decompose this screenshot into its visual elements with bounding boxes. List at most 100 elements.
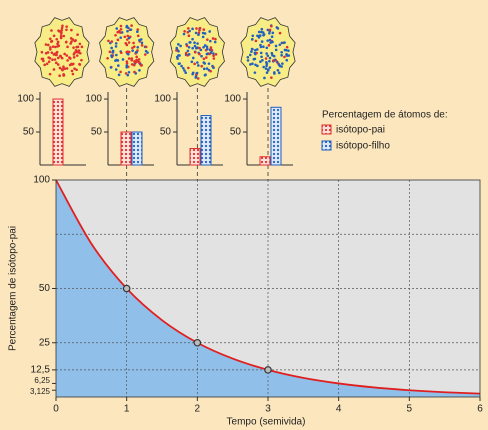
atom (207, 62, 211, 65)
atom (127, 36, 131, 40)
atom (191, 71, 195, 75)
x-axis-label: Tempo (semivida) (227, 417, 306, 428)
atom (266, 28, 270, 32)
atom (182, 66, 185, 70)
atom (214, 37, 217, 41)
atom (206, 47, 209, 51)
atom (119, 36, 123, 39)
atom (43, 63, 46, 67)
atom (271, 31, 275, 35)
atom (40, 57, 44, 61)
atom (257, 30, 261, 34)
atom (280, 50, 283, 54)
mini-tick-label: 100 (17, 94, 34, 105)
mini-tick-label: 50 (230, 127, 242, 138)
legend-label: isótopo-pai (336, 125, 385, 136)
y-tick-label: 6,25 (34, 376, 50, 385)
atom (132, 45, 136, 48)
y-tick-label: 50 (39, 283, 51, 294)
atom (80, 58, 83, 62)
atom (72, 62, 75, 66)
atom (246, 55, 250, 59)
atom (264, 57, 268, 60)
atom (56, 45, 59, 48)
atom (202, 57, 206, 61)
atom (136, 30, 139, 34)
atom (138, 38, 141, 42)
atom (58, 74, 61, 77)
atom (262, 65, 265, 69)
atom (274, 48, 278, 52)
atom (78, 63, 82, 66)
atom (202, 45, 205, 49)
atom (256, 64, 259, 68)
atom (212, 52, 215, 55)
atom (131, 46, 134, 50)
atom (264, 67, 268, 70)
atom (136, 45, 140, 49)
atom (119, 24, 123, 28)
atom (208, 52, 211, 56)
atom (257, 36, 261, 39)
atom (110, 40, 114, 43)
atom (187, 45, 191, 49)
bar (131, 131, 143, 166)
atom (53, 58, 57, 61)
atom (267, 68, 270, 71)
atom (50, 51, 54, 54)
atom (195, 27, 198, 30)
atom (265, 52, 268, 55)
atom (140, 64, 143, 67)
atom (285, 58, 289, 62)
atom (209, 46, 213, 49)
atom (268, 38, 272, 42)
legend-swatch (321, 140, 332, 151)
atom (140, 44, 144, 47)
atom (285, 45, 289, 49)
atom (278, 31, 282, 35)
atom (254, 39, 258, 43)
atom (114, 59, 117, 62)
atom (253, 51, 257, 55)
atom (186, 30, 190, 34)
atom (250, 47, 254, 51)
atom (191, 27, 194, 31)
atom (111, 49, 115, 53)
atom (268, 28, 272, 32)
atom (212, 66, 215, 69)
atom (260, 27, 264, 31)
atom (273, 71, 276, 74)
atom (186, 49, 190, 53)
atom (59, 34, 63, 38)
atom (266, 54, 270, 58)
legend-swatch (321, 124, 332, 135)
atom (269, 41, 272, 44)
atom (201, 35, 205, 39)
atom (278, 64, 282, 68)
atom (119, 31, 122, 34)
atom (58, 30, 61, 33)
point (122, 284, 131, 293)
atom (55, 37, 59, 41)
atom (62, 67, 66, 71)
atom (72, 55, 76, 59)
mini-tick-label: 50 (160, 127, 172, 138)
atom (277, 71, 281, 75)
atom (133, 61, 137, 64)
y-tick-label: 100 (33, 175, 50, 186)
atom (117, 64, 120, 67)
atom (252, 57, 256, 61)
atom (73, 51, 76, 55)
atom (275, 26, 279, 29)
atom (197, 33, 200, 37)
atom (76, 33, 79, 36)
atom (106, 56, 109, 60)
atom (196, 42, 199, 45)
atom (187, 27, 190, 30)
atom (131, 49, 134, 52)
atom (59, 54, 62, 58)
atom (116, 30, 120, 34)
atom (137, 58, 141, 61)
atom (132, 63, 136, 67)
